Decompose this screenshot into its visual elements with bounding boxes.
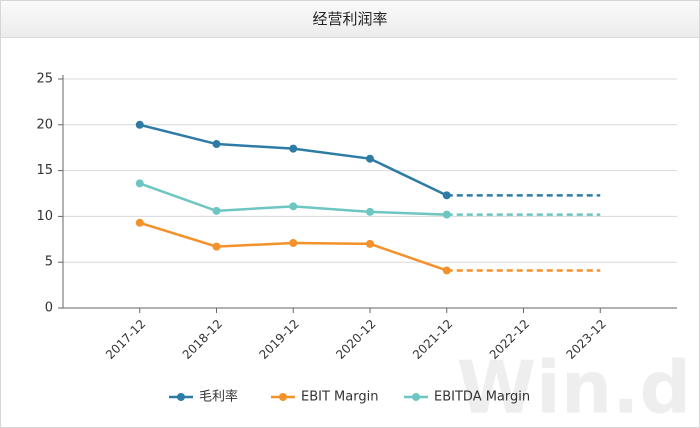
- point: [212, 140, 221, 149]
- y-tick-label: 20: [36, 117, 53, 132]
- y-tick-label: 25: [36, 72, 53, 87]
- legend-label: EBITDA Margin: [434, 390, 530, 405]
- legend-label: 毛利率: [199, 389, 238, 405]
- point: [135, 218, 144, 227]
- legend-label: EBIT Margin: [301, 390, 378, 405]
- point: [366, 154, 374, 163]
- watermark: Win.d: [457, 346, 691, 427]
- x-tick-label: 2020-12: [333, 317, 378, 362]
- point: [289, 202, 298, 211]
- point: [212, 206, 221, 215]
- y-tick-label: 0: [45, 301, 53, 316]
- x-tick-label: 2019-12: [256, 317, 301, 362]
- point: [289, 238, 298, 247]
- legend-marker: [177, 393, 185, 401]
- point: [442, 210, 451, 219]
- x-tick-label: 2021-12: [410, 317, 455, 362]
- panel-title: 经营利润率: [1, 1, 699, 38]
- point: [442, 266, 451, 275]
- legend-marker: [279, 393, 287, 401]
- y-tick-label: 15: [36, 163, 53, 178]
- point: [442, 191, 451, 200]
- point: [289, 144, 298, 153]
- x-tick-label: 2018-12: [180, 317, 225, 362]
- point: [135, 179, 144, 188]
- point: [212, 242, 221, 251]
- series-line: [139, 123, 448, 197]
- y-tick-label: 10: [36, 209, 53, 224]
- legend-marker: [412, 393, 420, 401]
- point: [135, 120, 144, 129]
- x-tick-label: 2017-12: [103, 317, 148, 362]
- y-tick-label: 5: [45, 255, 53, 270]
- point: [366, 207, 374, 216]
- point: [366, 239, 374, 248]
